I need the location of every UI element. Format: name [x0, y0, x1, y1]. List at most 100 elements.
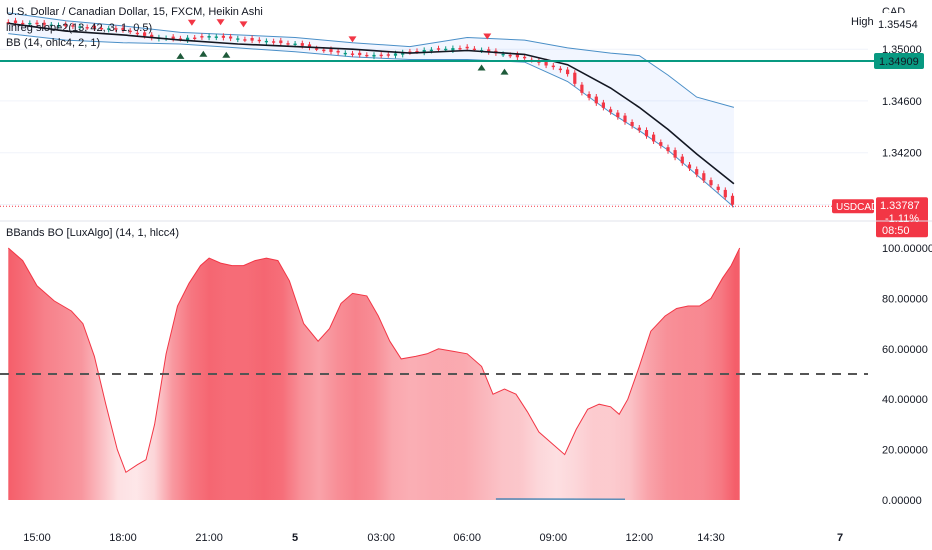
candle-body: [408, 51, 412, 53]
candle-body: [171, 36, 175, 39]
candle-body: [221, 35, 225, 38]
candle-body: [21, 22, 25, 25]
price-tick: 1.34200: [882, 148, 922, 160]
oscillator-tick: 0.00000: [882, 495, 922, 507]
price-pane[interactable]: [0, 12, 874, 208]
horizontal-line-price-text: 1.34909: [879, 56, 919, 68]
candle-body: [558, 68, 562, 71]
candle-body: [257, 39, 261, 42]
candle-body: [544, 61, 548, 66]
candle-body: [343, 52, 347, 55]
candle-body: [307, 44, 312, 48]
candle-body: [85, 27, 89, 29]
last-price-box: [876, 197, 928, 238]
candle-body: [630, 122, 634, 126]
last-price-badge: USDCAD 1.33787 -1.11% 08:50: [832, 197, 928, 238]
candle-body: [56, 25, 61, 27]
chart-title[interactable]: U.S. Dollar / Canadian Dollar, 15, FXCM,…: [6, 6, 263, 18]
candle-body: [358, 52, 362, 56]
candle-body: [465, 46, 469, 49]
candles: [6, 17, 735, 208]
candle-body: [193, 37, 197, 39]
candle-body: [42, 22, 46, 25]
candle-body: [279, 40, 283, 44]
candle-body: [723, 189, 727, 198]
last-price-change: -1.11%: [885, 213, 919, 225]
legend[interactable]: U.S. Dollar / Canadian Dollar, 15, FXCM,…: [6, 6, 263, 49]
candle-body: [293, 43, 297, 45]
candle-body: [178, 38, 182, 40]
candle-body: [236, 38, 240, 40]
oscillator-tick: 40.00000: [882, 394, 928, 406]
candle-body: [143, 32, 147, 36]
candle-body: [616, 112, 620, 118]
candle-body: [28, 23, 32, 25]
candle-body: [286, 43, 290, 45]
indicator-bb[interactable]: BB (14, ohlc4, 2, 1): [6, 37, 100, 49]
candle-body: [623, 115, 627, 123]
hover-label-box: [845, 13, 929, 29]
candle-body: [501, 53, 505, 56]
horizontal-line-price-badge: [874, 53, 924, 69]
buy-signal-marker: [176, 52, 185, 59]
time-tick: 15:00: [23, 532, 51, 544]
candle-body: [673, 150, 677, 158]
candle-body: [566, 69, 570, 75]
signal-markers: [176, 19, 509, 75]
candle-body: [609, 109, 613, 113]
candle-body: [637, 127, 641, 131]
bollinger-basis-line: [8, 22, 735, 185]
candle-body: [92, 25, 96, 29]
sell-signal-marker: [187, 19, 196, 26]
candle-body: [444, 48, 448, 51]
indicator-linreg[interactable]: linreg slope2(13, 42, 3, 1, 0.5): [6, 22, 152, 34]
candle-body: [573, 72, 577, 84]
time-axis[interactable]: 15:00 18:00 21:00 5 03:00 06:00 09:00 12:00 14:3…: [23, 532, 932, 544]
oscillator-title[interactable]: BBands BO [LuxAlgo] (14, 1, hlcc4): [6, 227, 179, 239]
candle-body: [128, 30, 132, 33]
buy-signal-marker: [500, 68, 509, 75]
sell-signal-marker: [216, 19, 225, 26]
time-tick: 06:00: [453, 532, 481, 544]
candle-body: [99, 28, 104, 30]
candle-body: [114, 28, 118, 30]
time-tick: 18:00: [109, 532, 137, 544]
candle-body: [13, 20, 18, 23]
candle-body: [214, 36, 218, 38]
candle-body: [716, 186, 720, 190]
candle-body: [451, 48, 455, 51]
time-tick: 21:00: [195, 532, 223, 544]
oscillator-tick: 100.00000: [882, 243, 932, 255]
time-tick: 5: [292, 532, 298, 544]
candle-body: [702, 173, 706, 181]
candle-body: [709, 180, 713, 186]
candle-body: [150, 34, 154, 38]
time-tick: 14:30: [697, 532, 725, 544]
oscillator-tick: 60.00000: [882, 344, 928, 356]
candle-body: [229, 36, 233, 39]
sell-signal-marker: [239, 21, 248, 28]
bar-countdown: 08:50: [882, 225, 910, 237]
candle-body: [580, 84, 584, 93]
candle-body: [49, 24, 53, 26]
candle-body: [78, 26, 82, 28]
candle-body: [687, 164, 692, 169]
candle-body: [401, 52, 405, 55]
symbol-badge: [832, 199, 874, 214]
candle-body: [186, 37, 190, 41]
buy-signal-marker: [199, 50, 208, 57]
candle-body: [393, 53, 398, 56]
hover-value: 1.35454: [878, 19, 918, 31]
candle-body: [264, 40, 268, 43]
candle-body: [350, 53, 355, 55]
oscillator-pane[interactable]: BBands BO [LuxAlgo] (14, 1, hlcc4) 100.0…: [0, 227, 932, 507]
sell-signal-marker: [348, 36, 357, 43]
candle-body: [508, 54, 512, 57]
candle-body: [652, 134, 656, 142]
oscillator-tick: 20.00000: [882, 445, 928, 457]
candle-body: [587, 94, 591, 98]
buy-signal-marker: [477, 64, 486, 71]
